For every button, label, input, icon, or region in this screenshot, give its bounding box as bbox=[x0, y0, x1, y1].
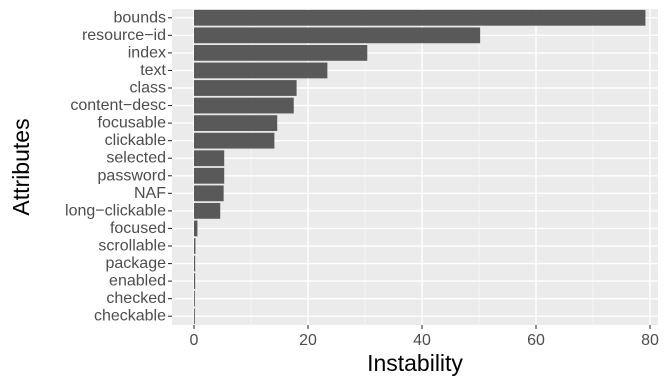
y-axis-title: Attributes bbox=[8, 118, 34, 215]
bar bbox=[194, 62, 328, 79]
bar bbox=[194, 290, 195, 307]
x-tick-label: 20 bbox=[299, 332, 317, 349]
bar bbox=[194, 202, 221, 219]
y-axis: boundsresource−idindextextclasscontent−d… bbox=[65, 9, 172, 325]
y-tick-label: selected bbox=[106, 150, 166, 167]
bar bbox=[194, 27, 481, 44]
x-axis: 0 20 40 60 80 bbox=[190, 325, 659, 349]
y-tick-label: NAF bbox=[134, 185, 166, 202]
bar bbox=[194, 273, 196, 290]
y-tick-label: focusable bbox=[98, 115, 167, 132]
bar bbox=[194, 220, 198, 237]
y-tick-label: index bbox=[128, 44, 166, 61]
y-tick-label: password bbox=[98, 167, 166, 184]
bar bbox=[194, 9, 646, 26]
y-tick-label: content−desc bbox=[70, 97, 166, 114]
bar bbox=[194, 185, 224, 202]
y-tick-label: package bbox=[106, 255, 167, 272]
x-axis-title: Instability bbox=[367, 350, 463, 376]
y-tick-label: long−clickable bbox=[65, 202, 166, 219]
x-tick-label: 80 bbox=[641, 332, 659, 349]
bar bbox=[194, 150, 225, 167]
x-tick-label: 40 bbox=[413, 332, 431, 349]
y-tick-label: checkable bbox=[94, 308, 166, 325]
bar bbox=[194, 255, 196, 272]
bars bbox=[194, 9, 646, 325]
plot-panel bbox=[172, 9, 658, 325]
y-tick-label: focused bbox=[110, 220, 166, 237]
bar bbox=[194, 97, 294, 114]
bar bbox=[194, 80, 297, 96]
grid-minor bbox=[250, 9, 594, 325]
y-tick-label: enabled bbox=[109, 273, 166, 290]
y-tick-label: bounds bbox=[114, 9, 167, 26]
y-tick-label: resource−id bbox=[82, 27, 166, 44]
y-tick-label: scrollable bbox=[98, 238, 166, 255]
bar bbox=[194, 238, 196, 254]
y-tick-label: checked bbox=[106, 290, 166, 307]
bar bbox=[194, 308, 195, 325]
bar bbox=[194, 132, 275, 149]
x-tick-label: 0 bbox=[190, 332, 199, 349]
y-tick-label: clickable bbox=[105, 132, 166, 149]
bar bbox=[194, 167, 225, 184]
y-tick-label: class bbox=[130, 80, 166, 97]
bar bbox=[194, 44, 368, 61]
x-tick-label: 60 bbox=[527, 332, 545, 349]
grid-major bbox=[172, 9, 658, 325]
y-tick-label: text bbox=[140, 62, 166, 79]
bar bbox=[194, 115, 278, 132]
